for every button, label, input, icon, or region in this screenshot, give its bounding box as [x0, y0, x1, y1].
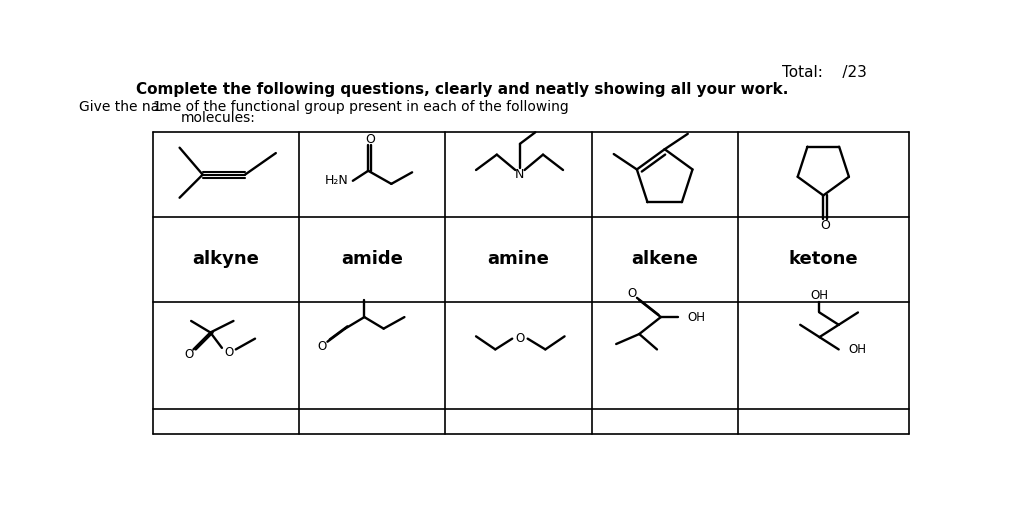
Text: Complete the following questions, clearly and neatly showing all your work.: Complete the following questions, clearl… — [136, 81, 788, 97]
Text: 1.: 1. — [152, 100, 166, 114]
Text: OH: OH — [810, 289, 829, 302]
Text: OH: OH — [688, 311, 706, 324]
Text: H₂N: H₂N — [325, 174, 348, 187]
Text: Give the name of the functional group present in each of the following: Give the name of the functional group pr… — [79, 100, 568, 114]
Text: alkene: alkene — [631, 250, 698, 268]
Text: O: O — [184, 348, 193, 361]
Text: O: O — [820, 219, 830, 232]
Text: alkyne: alkyne — [192, 250, 259, 268]
Text: O: O — [224, 346, 233, 359]
Text: OH: OH — [849, 343, 867, 356]
Text: O: O — [515, 332, 524, 345]
Text: O: O — [365, 133, 375, 146]
Text: Total:    /23: Total: /23 — [781, 66, 867, 80]
Text: amide: amide — [341, 250, 403, 268]
Text: amine: amine — [487, 250, 549, 268]
Text: ketone: ketone — [788, 250, 858, 268]
Text: N: N — [515, 168, 524, 181]
Text: molecules:: molecules: — [181, 112, 256, 125]
Text: O: O — [628, 287, 637, 301]
Text: O: O — [318, 340, 327, 353]
